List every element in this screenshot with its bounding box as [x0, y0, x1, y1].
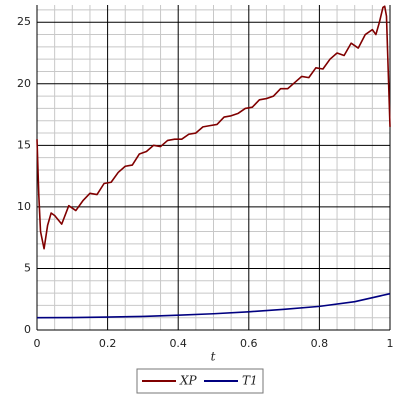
y-tick-label: 15 [17, 138, 31, 151]
grid [36, 5, 391, 331]
x-tick-label: 1 [387, 337, 394, 350]
legend: XP T1 [142, 374, 258, 388]
x-tick-label: 0.6 [240, 337, 258, 350]
series-line [36, 5, 391, 250]
x-tick-label: 0.2 [99, 337, 117, 350]
legend-label: T1 [242, 374, 258, 388]
y-tick-label: 20 [17, 77, 31, 90]
y-tick-label: 5 [24, 261, 31, 274]
x-tick-label: 0.4 [169, 337, 187, 350]
x-axis-label: t [211, 350, 216, 364]
legend-label: XP [179, 374, 198, 388]
x-tick-label: 0 [34, 337, 41, 350]
x-tick-label: 0.8 [311, 337, 329, 350]
y-tick-label: 0 [24, 323, 31, 336]
series-line [36, 292, 391, 319]
y-tick-label: 25 [17, 15, 31, 28]
y-tick-label: 10 [17, 200, 31, 213]
plot-area [36, 5, 391, 319]
